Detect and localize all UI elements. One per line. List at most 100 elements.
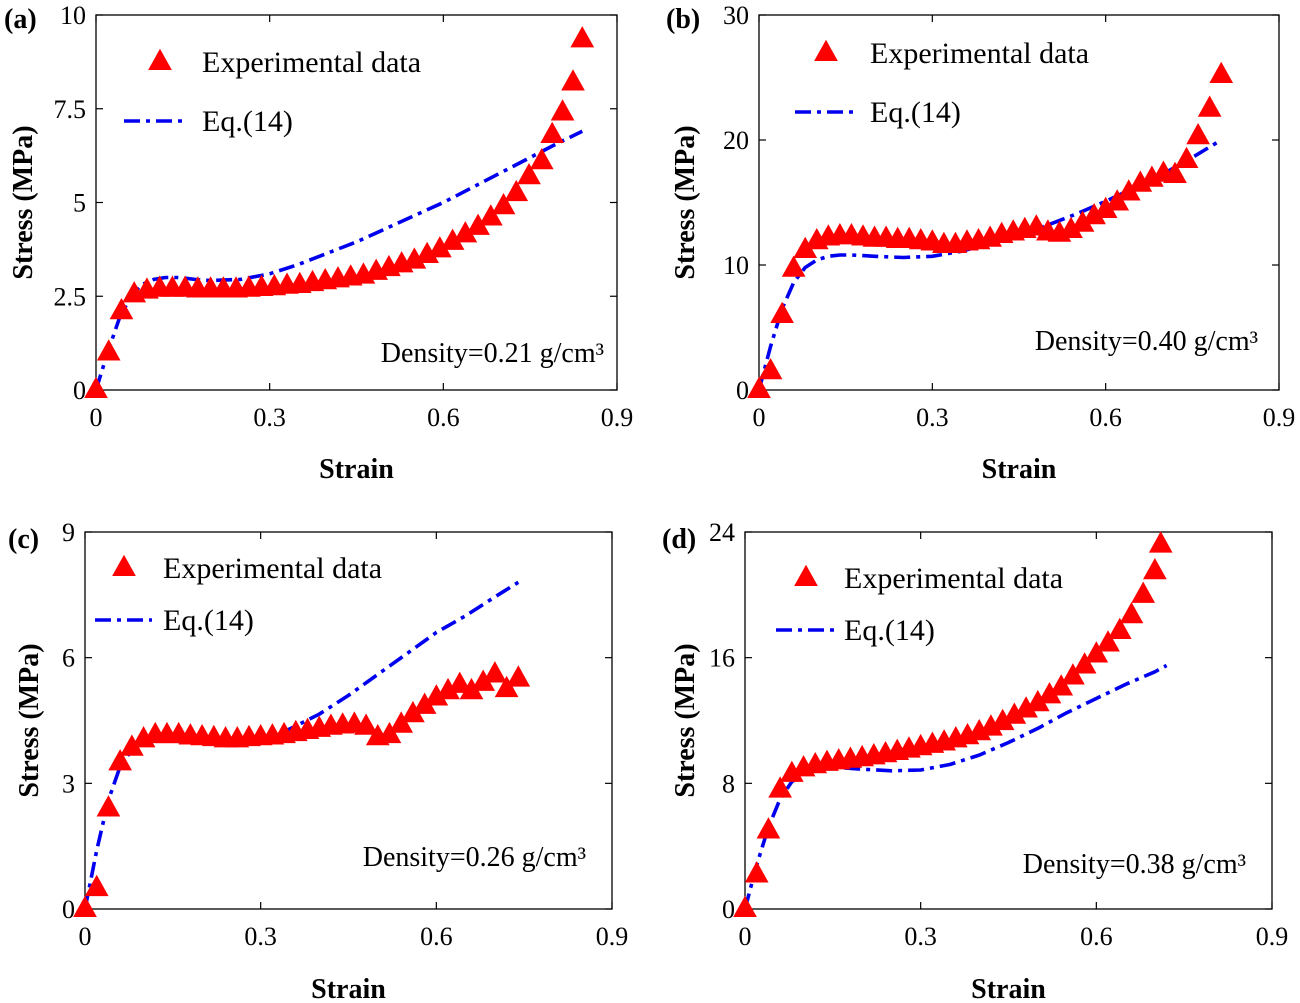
legend-label-experimental: Experimental data — [844, 562, 1063, 595]
data-point — [517, 162, 541, 185]
legend-label-model: Eq.(14) — [870, 96, 961, 129]
legend-label-model: Eq.(14) — [202, 105, 293, 138]
data-point — [96, 795, 121, 817]
data-point — [1163, 161, 1187, 184]
panel-label: (d) — [662, 524, 696, 555]
y-tick-label: 10 — [60, 1, 86, 30]
data-point — [1096, 630, 1120, 652]
x-tick-label: 0.6 — [427, 403, 460, 432]
legend-marker-experimental — [112, 554, 136, 577]
data-point — [1143, 557, 1167, 580]
data-point — [781, 255, 806, 277]
x-tick-label: 0 — [753, 403, 766, 432]
data-point — [747, 376, 771, 399]
x-tick-label: 0.3 — [916, 403, 949, 432]
y-tick-label: 7.5 — [54, 95, 87, 124]
y-tick-label: 6 — [62, 644, 75, 673]
y-tick-label: 30 — [723, 1, 749, 30]
y-tick-label: 20 — [723, 126, 749, 155]
y-axis-label: Stress (MPa) — [14, 643, 45, 797]
data-point — [770, 301, 794, 324]
y-tick-label: 3 — [62, 769, 75, 798]
x-tick-label: 0.9 — [596, 922, 629, 951]
y-tick-label: 24 — [709, 518, 735, 547]
x-axis-label: Strain — [971, 974, 1046, 1003]
legend-label-experimental: Experimental data — [870, 37, 1089, 70]
data-point — [1148, 531, 1173, 553]
chart-panel-c: 0 0.3 0.6 0.9 0 3 6 9 Strain Stress (MPa) (c) Exper… — [8, 518, 628, 1003]
x-axis-label: Strain — [311, 974, 386, 1003]
data-point — [744, 861, 769, 883]
data-point — [108, 749, 132, 771]
legend-label-model: Eq.(14) — [163, 604, 254, 637]
x-tick-label: 0 — [90, 403, 103, 432]
legend: Experimental data Eq.(14) — [124, 46, 421, 138]
data-point — [1197, 95, 1222, 117]
data-point — [1174, 146, 1199, 169]
panel-label: (c) — [8, 524, 39, 555]
model-curve — [94, 129, 584, 391]
data-point — [1084, 641, 1109, 663]
data-point — [84, 376, 108, 399]
x-tick-label: 0.6 — [1089, 403, 1122, 432]
data-point — [1024, 214, 1049, 236]
density-annotation: Density=0.21 g/cm³ — [381, 338, 604, 369]
y-tick-label: 10 — [723, 251, 749, 280]
chart-panel-a: 0 0.3 0.6 0.9 0 2.5 5 7.5 10 Strain Stress (MPa) (a… — [4, 1, 633, 485]
x-tick-label: 0.9 — [1256, 922, 1289, 951]
data-point — [1209, 61, 1234, 84]
data-point — [1061, 663, 1085, 685]
data-point — [483, 661, 507, 683]
axes-box — [744, 531, 1273, 910]
chart-panel-d: 0 0.3 0.6 0.9 0 8 16 24 Strain Stress (MPa) (d) Exp… — [662, 518, 1288, 1003]
axes-box — [758, 14, 1280, 391]
panel-label: (b) — [666, 4, 700, 35]
x-tick-label: 0.3 — [244, 922, 277, 951]
y-tick-label: 0 — [736, 376, 749, 405]
chart-panel-b: 0 0.3 0.6 0.9 0 10 20 30 Strain Stress (MPa) (b) Ex… — [666, 1, 1295, 485]
data-point — [1107, 617, 1132, 639]
data-point — [491, 192, 516, 215]
density-annotation: Density=0.26 g/cm³ — [363, 842, 586, 873]
data-point — [504, 179, 529, 202]
data-point — [1049, 674, 1074, 696]
data-point — [768, 776, 792, 798]
data-point — [494, 675, 519, 698]
data-point — [1119, 601, 1144, 624]
data-point — [1072, 652, 1097, 674]
legend-label-model: Eq.(14) — [844, 614, 935, 647]
y-axis-label: Stress (MPa) — [670, 125, 701, 279]
data-point — [506, 665, 531, 687]
density-annotation: Density=0.38 g/cm³ — [1023, 849, 1246, 880]
legend: Experimental data Eq.(14) — [776, 562, 1063, 647]
data-point — [447, 671, 472, 693]
y-tick-label: 2.5 — [54, 282, 87, 311]
x-tick-label: 0 — [739, 922, 752, 951]
data-point — [756, 817, 781, 839]
y-tick-label: 0 — [62, 895, 75, 924]
data-point — [73, 895, 97, 918]
data-point — [561, 69, 585, 91]
data-point — [570, 26, 595, 48]
data-point — [1131, 581, 1156, 603]
data-point — [109, 297, 134, 320]
x-tick-label: 0.9 — [1263, 403, 1296, 432]
x-axis-label: Strain — [319, 454, 394, 485]
x-tick-label: 0 — [79, 922, 92, 951]
data-point — [96, 339, 121, 361]
x-tick-label: 0.6 — [1080, 922, 1113, 951]
y-tick-label: 9 — [62, 518, 75, 547]
x-axis-label: Strain — [982, 454, 1057, 485]
y-tick-label: 0 — [722, 895, 735, 924]
panel-label: (a) — [4, 4, 37, 35]
data-point — [389, 711, 414, 733]
x-tick-label: 0.9 — [601, 403, 634, 432]
legend: Experimental data Eq.(14) — [795, 37, 1089, 129]
legend-label-experimental: Experimental data — [202, 46, 421, 79]
axes-box — [84, 531, 613, 910]
y-tick-label: 8 — [722, 769, 735, 798]
x-tick-label: 0.6 — [420, 922, 453, 951]
y-axis-label: Stress (MPa) — [8, 125, 39, 279]
legend-marker-experimental — [148, 48, 172, 71]
